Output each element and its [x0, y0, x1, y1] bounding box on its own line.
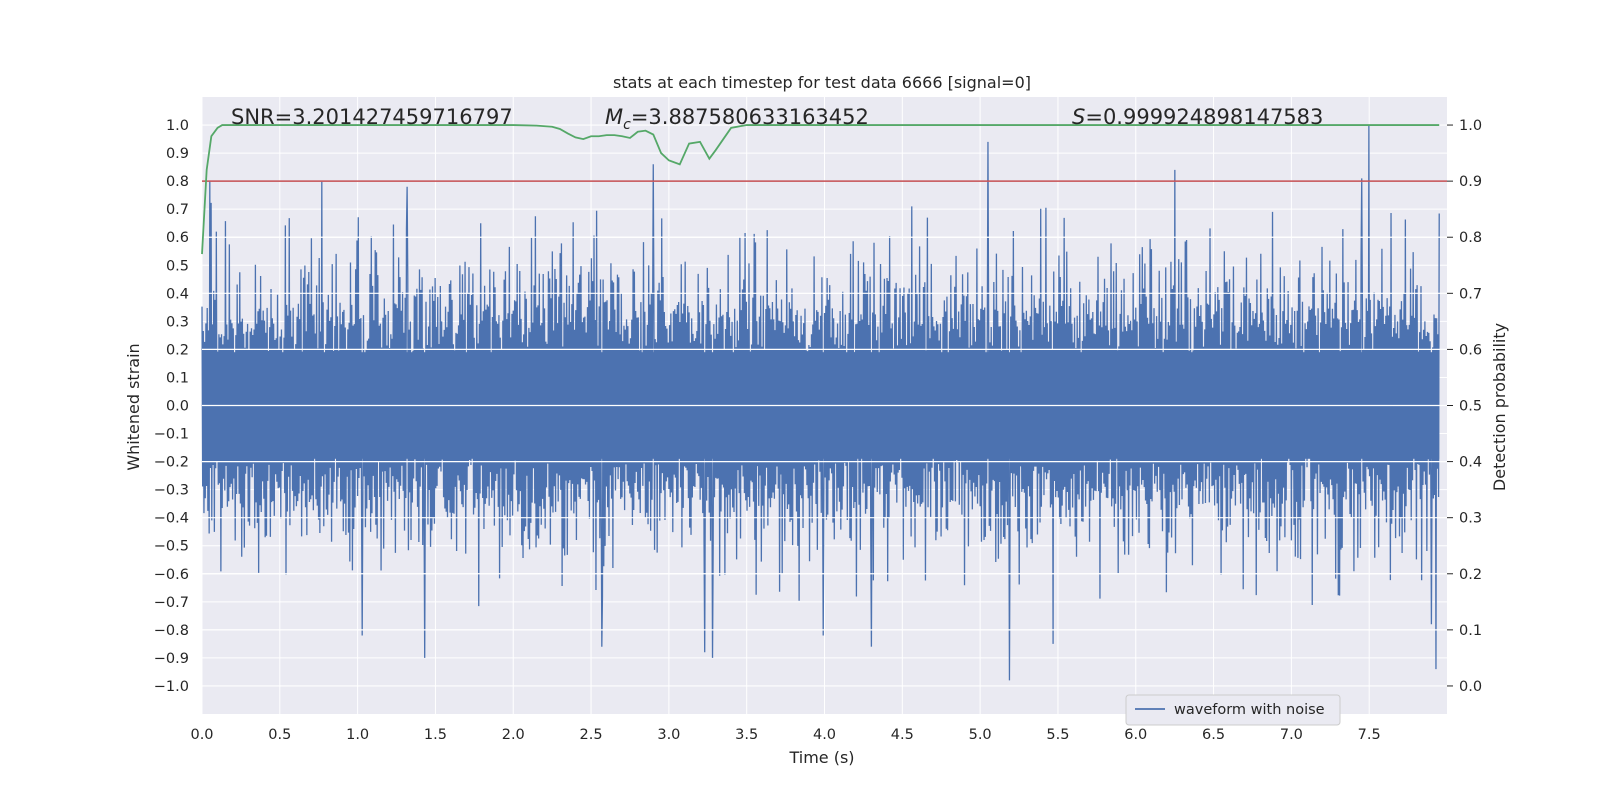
mc-value: =3.887580633163452: [631, 105, 869, 129]
x-tick-label: 5.5: [1046, 727, 1069, 743]
y-tick-label: −0.8: [154, 623, 189, 639]
x-tick-label: 4.0: [813, 727, 836, 743]
x-tick-label: 0.5: [268, 727, 291, 743]
x-tick-label: 1.0: [346, 727, 369, 743]
y-tick-label: 0.3: [166, 314, 189, 330]
s-symbol: S: [1072, 105, 1085, 129]
y2-tick-label: 0.5: [1459, 399, 1482, 415]
x-tick-label: 7.0: [1280, 727, 1303, 743]
y-tick-label: −0.6: [154, 567, 189, 583]
x-tick-label: 2.5: [580, 727, 603, 743]
y-tick-label: −0.4: [154, 511, 189, 527]
y-tick-label: −0.5: [154, 539, 189, 555]
y-tick-label: −0.1: [154, 427, 189, 443]
y-tick-label: −0.2: [154, 455, 189, 471]
y-tick-label: −0.9: [154, 651, 189, 667]
y2-tick-label: 0.1: [1459, 623, 1482, 639]
y2-tick-label: 0.9: [1459, 174, 1482, 190]
y-tick-label: 0.5: [166, 258, 189, 274]
y2-axis-label: Detection probability: [1490, 323, 1509, 491]
x-tick-label: 6.5: [1202, 727, 1225, 743]
mc-symbol: M: [605, 105, 623, 129]
legend: waveform with noise: [1125, 694, 1341, 726]
legend-label: waveform with noise: [1174, 702, 1325, 718]
y-axis-label: Whitened strain: [124, 343, 143, 470]
mc-subscript: c: [623, 117, 631, 133]
score-annotation: S=0.999924898147583: [1072, 105, 1323, 129]
s-value: =0.999924898147583: [1085, 105, 1323, 129]
overlay-lines: [201, 124, 1447, 687]
y2-tick-label: 0.3: [1459, 511, 1482, 527]
x-tick-label: 3.0: [657, 727, 680, 743]
y2-tick-label: 1.0: [1459, 118, 1482, 134]
y2-tick-label: 0.4: [1459, 455, 1482, 471]
x-tick-label: 2.0: [502, 727, 525, 743]
y-tick-label: 0.0: [166, 399, 189, 415]
y2-tick-label: 0.6: [1459, 342, 1482, 358]
y-tick-label: 0.2: [166, 342, 189, 358]
x-tick-label: 5.0: [969, 727, 992, 743]
x-axis-label: Time (s): [788, 748, 854, 767]
y-tick-label: 0.4: [166, 286, 189, 302]
probability-line: [201, 124, 1440, 255]
y-tick-label: 0.6: [166, 230, 189, 246]
x-tick-label: 4.5: [891, 727, 914, 743]
chart-title: stats at each timestep for test data 666…: [613, 73, 1031, 92]
y-tick-label: 0.9: [166, 146, 189, 162]
x-tick-label: 3.5: [735, 727, 758, 743]
y2-tick-label: 0.7: [1459, 286, 1482, 302]
y-tick-label: −0.7: [154, 595, 189, 611]
x-tick-label: 7.5: [1358, 727, 1381, 743]
legend-box: [1125, 694, 1341, 726]
snr-annotation: SNR=3.201427459716797: [231, 105, 513, 129]
y-tick-label: 0.7: [166, 202, 189, 218]
y-tick-label: −0.3: [154, 483, 189, 499]
x-tick-label: 6.0: [1124, 727, 1147, 743]
y2-tick-label: 0.8: [1459, 230, 1482, 246]
x-tick-label: 0.0: [190, 727, 213, 743]
y-tick-label: −1.0: [154, 679, 189, 695]
y-tick-label: 1.0: [166, 118, 189, 134]
y-tick-label: 0.8: [166, 174, 189, 190]
x-tick-label: 1.5: [424, 727, 447, 743]
y2-tick-label: 0.2: [1459, 567, 1482, 583]
y2-tick-label: 0.0: [1459, 679, 1482, 695]
chirp-mass-annotation: Mc=3.887580633163452: [605, 105, 869, 133]
y-tick-label: 0.1: [166, 370, 189, 386]
axis-ticks: 0.0 0.5 1.0 1.5 2.0 2.5 3.0 3.5 4.0 4.5 5.0 5.5 6.0 6…: [154, 118, 1482, 743]
